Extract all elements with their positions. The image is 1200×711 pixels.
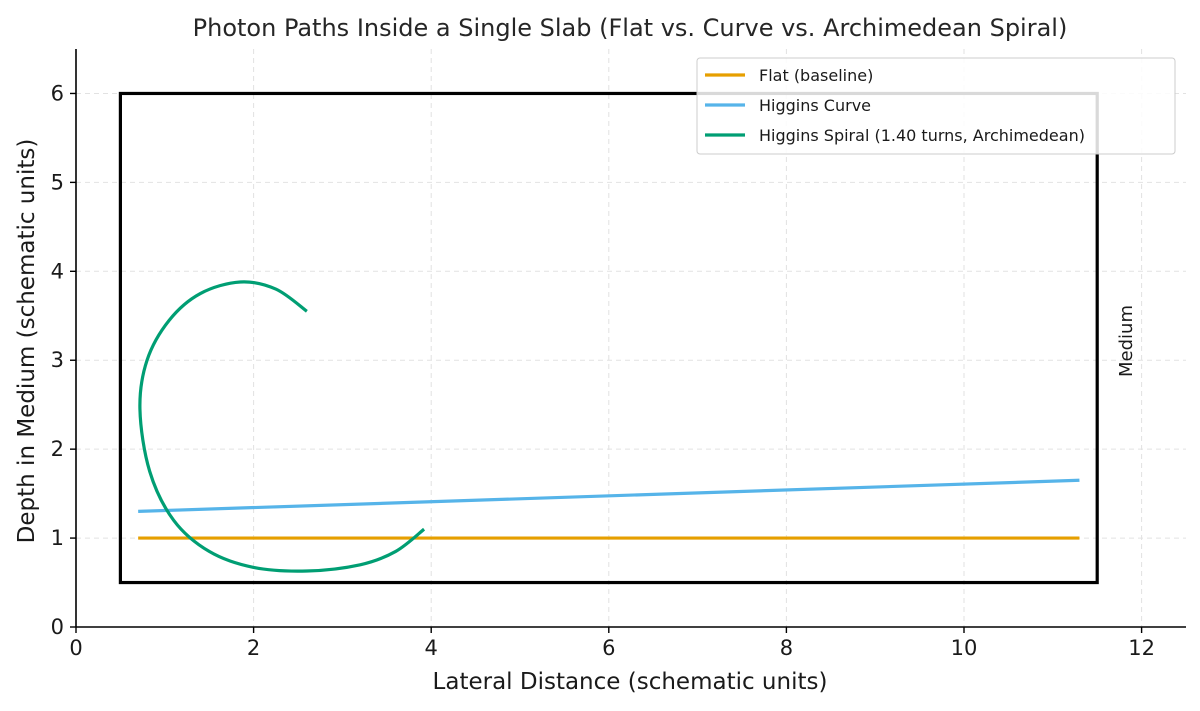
y-tick-label: 3 <box>51 348 64 372</box>
medium-annotation: Medium <box>1116 305 1137 377</box>
y-tick-label: 1 <box>51 526 64 550</box>
x-tick-label: 6 <box>602 636 615 660</box>
x-tick-label: 2 <box>247 636 260 660</box>
legend: Flat (baseline) Higgins Curve Higgins Spir… <box>696 57 1176 155</box>
legend-label-0: Flat (baseline) <box>759 66 873 85</box>
x-tick-label: 12 <box>1128 636 1155 660</box>
x-tick-label: 0 <box>69 636 82 660</box>
series-layer <box>138 280 1080 573</box>
y-tick-label: 2 <box>51 437 64 461</box>
legend-label-1: Higgins Curve <box>759 96 871 115</box>
y-tick-label: 6 <box>51 81 64 105</box>
series-line-2 <box>138 280 426 573</box>
x-tick-label: 8 <box>780 636 793 660</box>
y-tick-label: 4 <box>51 259 64 283</box>
x-tick-label: 4 <box>425 636 438 660</box>
y-tick-label: 0 <box>51 615 64 639</box>
legend-label-2: Higgins Spiral (1.40 turns, Archimedean) <box>759 126 1085 145</box>
y-axis-label: Depth in Medium (schematic units) <box>14 139 40 544</box>
slab-rect <box>118 91 1099 585</box>
x-axis-label: Lateral Distance (schematic units) <box>433 669 828 695</box>
legend-box <box>696 57 1176 155</box>
x-tick-label: 10 <box>951 636 978 660</box>
chart-title: Photon Paths Inside a Single Slab (Flat … <box>193 14 1068 42</box>
y-tick-label: 5 <box>51 170 64 194</box>
series-line-1 <box>138 478 1080 513</box>
axes <box>75 49 1186 628</box>
